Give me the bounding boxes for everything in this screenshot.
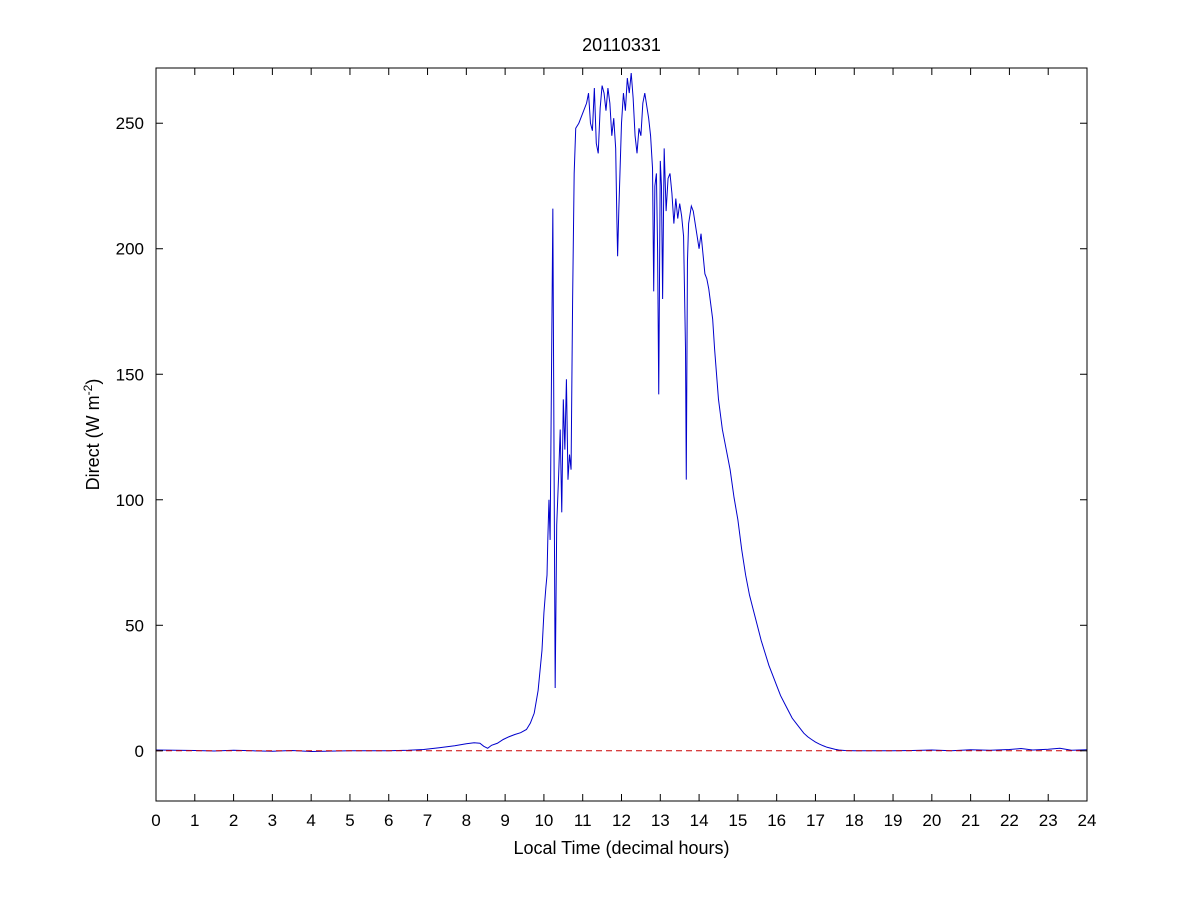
x-tick-label: 17 <box>806 811 825 830</box>
x-tick-label: 1 <box>190 811 199 830</box>
x-tick-label: 21 <box>961 811 980 830</box>
x-tick-label: 12 <box>612 811 631 830</box>
y-axis-title-exponent: -2 <box>81 384 95 395</box>
y-axis-title: Direct (W m-2) <box>81 379 103 491</box>
y-tick-label: 200 <box>116 240 144 259</box>
x-tick-label: 4 <box>306 811 315 830</box>
x-tick-label: 22 <box>1000 811 1019 830</box>
y-axis-title-main: Direct (W m <box>83 395 103 490</box>
x-tick-label: 7 <box>423 811 432 830</box>
y-tick-label: 100 <box>116 491 144 510</box>
x-tick-label: 3 <box>268 811 277 830</box>
x-tick-label: 16 <box>767 811 786 830</box>
x-tick-label: 11 <box>574 811 592 830</box>
y-axis-title-suffix: ) <box>83 379 103 385</box>
x-tick-label: 8 <box>462 811 471 830</box>
x-tick-label: 14 <box>690 811 709 830</box>
y-tick-label: 50 <box>125 616 144 635</box>
series-direct-line <box>155 72 1088 753</box>
x-axis-title: Local Time (decimal hours) <box>513 838 729 858</box>
x-tick-label: 2 <box>229 811 238 830</box>
x-tick-label: 19 <box>884 811 903 830</box>
x-tick-label: 23 <box>1039 811 1058 830</box>
y-tick-label: 0 <box>135 742 144 761</box>
x-tick-label: 9 <box>500 811 509 830</box>
x-tick-label: 24 <box>1078 811 1097 830</box>
x-tick-label: 0 <box>151 811 160 830</box>
x-tick-label: 20 <box>922 811 941 830</box>
chart-title: 20110331 <box>582 35 661 55</box>
x-tick-label: 13 <box>651 811 670 830</box>
series-layer <box>155 72 1088 753</box>
ticks-layer: 0 1 2 3 4 5 6 7 8 9 10 11 12 13 14 15 16 17 18 19 20 21 22 23 24… <box>116 68 1097 830</box>
y-tick-label: 250 <box>116 114 144 133</box>
x-tick-label: 15 <box>728 811 747 830</box>
x-tick-label: 10 <box>534 811 553 830</box>
x-tick-label: 6 <box>384 811 393 830</box>
y-tick-label: 150 <box>116 365 144 384</box>
x-tick-label: 5 <box>345 811 354 830</box>
x-tick-label: 18 <box>845 811 864 830</box>
